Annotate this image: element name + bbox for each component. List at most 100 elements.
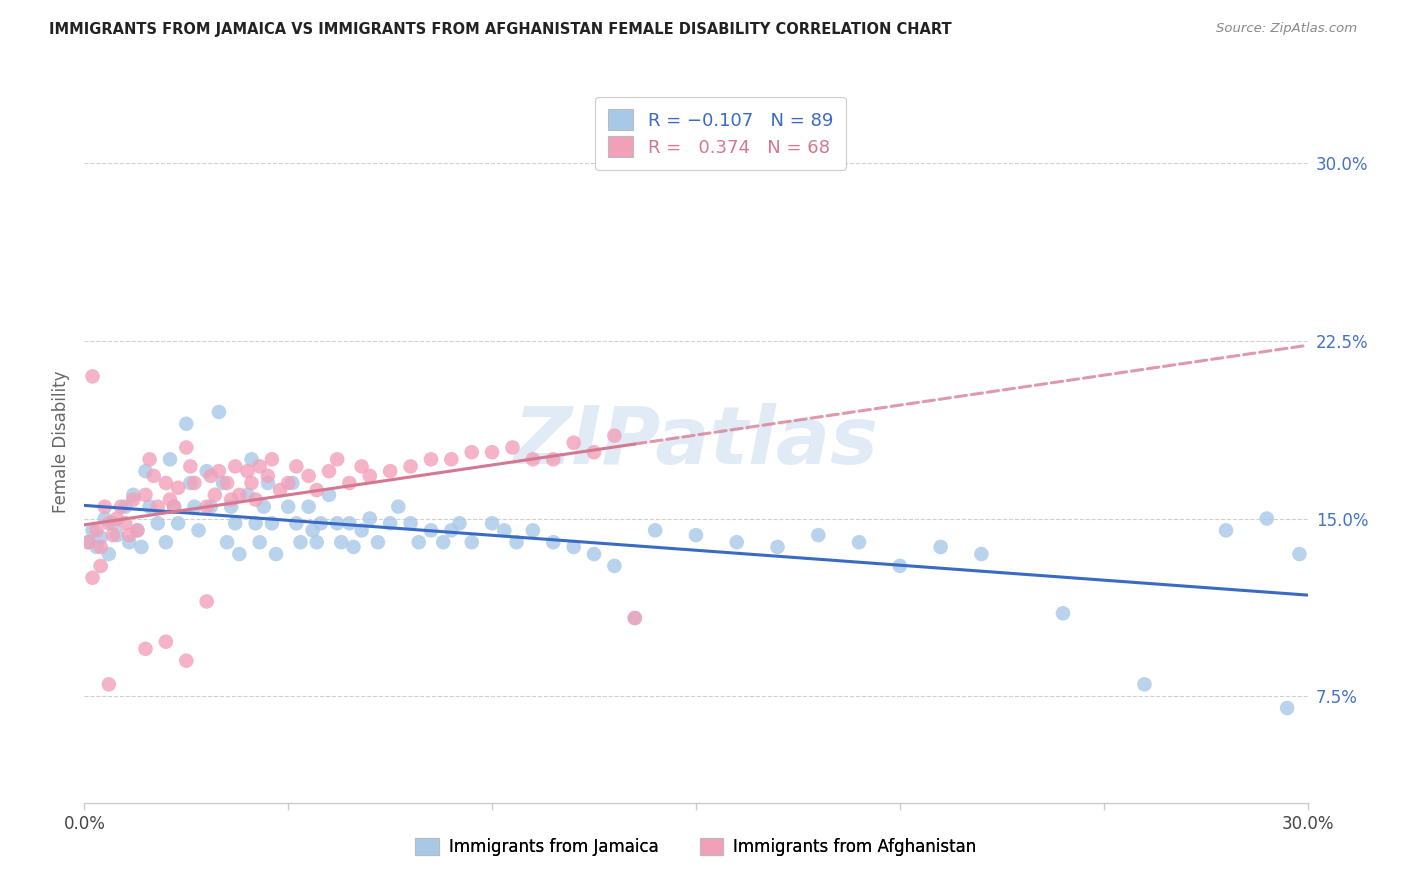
Point xyxy=(77,535,100,549)
Y-axis label: Female Disability: Female Disability xyxy=(52,370,70,513)
Point xyxy=(766,540,789,554)
Point xyxy=(350,459,373,474)
Point xyxy=(889,558,911,573)
Point xyxy=(461,445,484,459)
Point xyxy=(264,547,287,561)
Point xyxy=(298,469,321,483)
Point xyxy=(624,611,647,625)
Point xyxy=(562,540,585,554)
Point xyxy=(420,452,443,467)
Point xyxy=(285,459,308,474)
Point xyxy=(399,516,422,531)
Point xyxy=(122,488,145,502)
Point xyxy=(97,516,120,531)
Point xyxy=(260,516,283,531)
Point xyxy=(807,528,830,542)
Point xyxy=(505,535,527,549)
Point xyxy=(236,464,259,478)
Point xyxy=(212,475,235,490)
Point xyxy=(77,535,100,549)
Point xyxy=(105,528,128,542)
Point xyxy=(440,524,463,538)
Point xyxy=(481,445,503,459)
Point xyxy=(82,571,104,585)
Point xyxy=(1215,524,1237,538)
Point xyxy=(101,528,124,542)
Point xyxy=(167,481,190,495)
Point xyxy=(183,475,205,490)
Point xyxy=(200,500,222,514)
Point xyxy=(309,516,332,531)
Point xyxy=(249,459,271,474)
Point xyxy=(257,475,280,490)
Point xyxy=(240,452,263,467)
Point xyxy=(380,464,402,478)
Point xyxy=(301,524,323,538)
Point xyxy=(1288,547,1310,561)
Point xyxy=(359,511,381,525)
Point xyxy=(305,483,328,497)
Point xyxy=(277,475,299,490)
Point xyxy=(135,641,157,656)
Point xyxy=(583,547,606,561)
Point xyxy=(105,511,128,525)
Point xyxy=(224,459,246,474)
Point xyxy=(432,535,454,549)
Point xyxy=(318,464,340,478)
Point xyxy=(624,611,647,625)
Point xyxy=(114,516,136,531)
Point xyxy=(929,540,952,554)
Point xyxy=(135,464,157,478)
Point xyxy=(101,516,124,531)
Point xyxy=(159,492,181,507)
Point xyxy=(127,524,149,538)
Point xyxy=(135,488,157,502)
Point xyxy=(245,516,267,531)
Point xyxy=(522,524,544,538)
Point xyxy=(159,452,181,467)
Point xyxy=(86,540,108,554)
Point xyxy=(502,441,524,455)
Point xyxy=(93,500,115,514)
Point xyxy=(269,483,291,497)
Point xyxy=(82,369,104,384)
Point xyxy=(290,535,312,549)
Point xyxy=(1133,677,1156,691)
Point xyxy=(131,540,153,554)
Point xyxy=(603,558,626,573)
Point xyxy=(236,488,259,502)
Point xyxy=(179,475,201,490)
Point xyxy=(408,535,430,549)
Point xyxy=(138,452,160,467)
Point xyxy=(146,500,169,514)
Point xyxy=(217,475,239,490)
Point xyxy=(224,516,246,531)
Point xyxy=(179,459,201,474)
Text: Source: ZipAtlas.com: Source: ZipAtlas.com xyxy=(1216,22,1357,36)
Point xyxy=(155,634,177,648)
Point xyxy=(350,524,373,538)
Point xyxy=(90,558,112,573)
Point xyxy=(339,475,361,490)
Point xyxy=(219,492,242,507)
Point xyxy=(644,524,666,538)
Point xyxy=(440,452,463,467)
Point xyxy=(174,654,197,668)
Point xyxy=(298,500,321,514)
Point xyxy=(725,535,748,549)
Point xyxy=(163,500,186,514)
Point xyxy=(86,524,108,538)
Point xyxy=(245,492,267,507)
Point xyxy=(494,524,516,538)
Point xyxy=(183,500,205,514)
Point xyxy=(122,492,145,507)
Point xyxy=(142,469,165,483)
Point xyxy=(240,475,263,490)
Point xyxy=(399,459,422,474)
Point xyxy=(208,464,231,478)
Point xyxy=(461,535,484,549)
Point xyxy=(326,516,349,531)
Point xyxy=(163,500,186,514)
Point xyxy=(127,524,149,538)
Legend: Immigrants from Jamaica, Immigrants from Afghanistan: Immigrants from Jamaica, Immigrants from… xyxy=(409,831,983,863)
